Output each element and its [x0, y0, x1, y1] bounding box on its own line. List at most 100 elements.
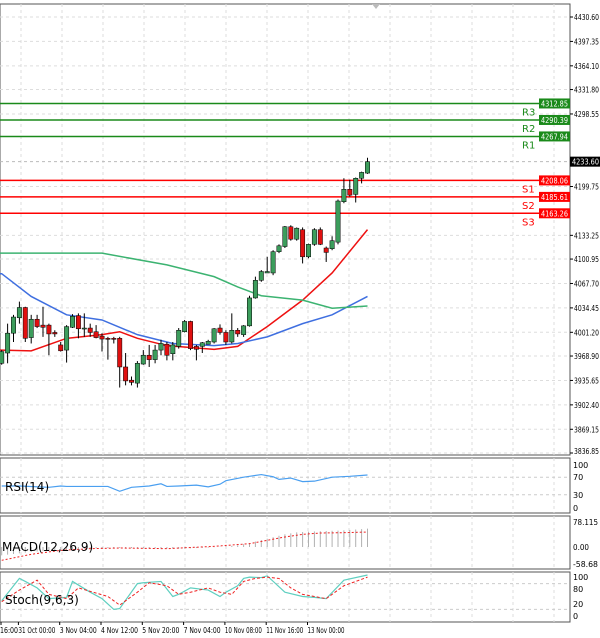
candle — [81, 313, 87, 337]
stoch-signal-line — [1, 576, 368, 606]
candle-body — [123, 366, 129, 382]
level-price-label: 4290.39 — [541, 116, 568, 125]
time-tick-label: 31 Oct 00:00 — [18, 626, 55, 635]
candle — [341, 178, 347, 204]
candle-body — [205, 341, 211, 345]
candle-body — [258, 271, 264, 281]
level-price-box — [539, 208, 570, 219]
candle-body — [252, 280, 258, 299]
candle-body — [176, 330, 182, 347]
candle-body — [294, 227, 300, 240]
candle-body — [75, 315, 81, 330]
time-tick-label: 7 Nov 04:00 — [184, 626, 221, 635]
time-tick-label: 10 Nov 08:00 — [225, 626, 262, 635]
candle-body — [129, 379, 134, 383]
price-tick-label: 4364.10 — [574, 62, 599, 71]
candle — [217, 324, 223, 335]
candle — [247, 295, 252, 327]
candle-body — [188, 321, 193, 349]
candle — [306, 243, 311, 259]
moving-average-ma_slow — [0, 252, 368, 309]
candle-body — [193, 346, 199, 350]
price-tick-label: 4133.25 — [574, 231, 599, 240]
candle-body — [359, 172, 365, 179]
candle — [182, 319, 188, 333]
moving-average-ma_fast — [0, 229, 369, 352]
candle-body — [81, 327, 87, 330]
candle — [347, 179, 353, 197]
price-tick-label: 4034.45 — [574, 304, 599, 313]
rsi-tick-label: 70 — [573, 473, 583, 482]
candle-body — [317, 229, 323, 245]
candle — [64, 325, 70, 363]
candle-body — [282, 226, 288, 247]
stoch-tick-label: 80 — [573, 585, 583, 594]
candle — [359, 171, 365, 184]
candle-body — [164, 343, 170, 356]
stoch-main-line — [1, 574, 368, 611]
candle — [365, 157, 370, 174]
level-price-label: 4312.85 — [541, 99, 568, 108]
candle-body — [46, 324, 52, 335]
candle-body — [170, 344, 176, 354]
rsi-line — [1, 473, 368, 492]
rsi-tick-label: 30 — [573, 491, 583, 500]
time-tick-label: 5 Nov 20:00 — [142, 626, 179, 635]
candle-body — [99, 335, 105, 340]
macd-signal-line — [1, 531, 368, 561]
candle — [158, 339, 164, 356]
candle-body — [58, 344, 64, 352]
rsi-tick-label: 0 — [573, 504, 578, 513]
candle — [146, 344, 152, 367]
price-tick-label: 4067.70 — [574, 279, 599, 288]
candle-body — [270, 251, 276, 274]
candle-body — [5, 332, 11, 354]
candle — [176, 328, 182, 349]
candle — [258, 270, 264, 282]
candle — [288, 225, 294, 241]
candle-body — [341, 189, 347, 202]
candle — [205, 339, 211, 345]
shift-marker-icon[interactable] — [372, 4, 380, 9]
candle — [58, 342, 64, 352]
candle — [188, 320, 193, 351]
macd-tick-label: 78.115 — [573, 518, 598, 527]
level-price-box — [539, 98, 570, 109]
candle — [11, 314, 16, 343]
candle — [52, 330, 58, 337]
price-tick-label: 3935.65 — [574, 376, 599, 385]
macd-label: MACD(12,26,9) — [2, 540, 93, 554]
candle — [353, 177, 359, 203]
price-tick-label: 4298.55 — [574, 110, 599, 119]
candle-body — [288, 226, 294, 240]
rsi-panel — [0, 457, 571, 514]
candle-body — [28, 318, 34, 338]
candle-body — [329, 240, 335, 249]
candle — [335, 199, 341, 245]
candle-body — [52, 332, 58, 335]
candle — [40, 306, 46, 337]
candle — [276, 244, 282, 254]
current-price-label: 4233.60 — [572, 158, 599, 167]
candle — [294, 227, 300, 241]
candle — [28, 314, 34, 344]
candle — [140, 350, 146, 365]
candle-body — [217, 327, 223, 333]
candle-body — [11, 316, 16, 334]
candle — [87, 323, 93, 337]
time-tick-label: 3 Nov 04:00 — [60, 626, 97, 635]
level-label-s3: S3 — [522, 217, 535, 228]
candle — [193, 344, 199, 361]
rsi-label: RSI(14) — [5, 480, 49, 494]
level-label-s2: S2 — [522, 201, 535, 212]
candle — [300, 227, 306, 264]
candle — [199, 342, 205, 354]
candle-body — [235, 330, 241, 335]
candle-body — [87, 327, 93, 333]
candle-body — [264, 271, 270, 274]
candle-body — [0, 351, 5, 364]
candle — [111, 336, 117, 344]
price-tick-label: 3902.40 — [574, 401, 599, 410]
candle — [16, 301, 22, 324]
